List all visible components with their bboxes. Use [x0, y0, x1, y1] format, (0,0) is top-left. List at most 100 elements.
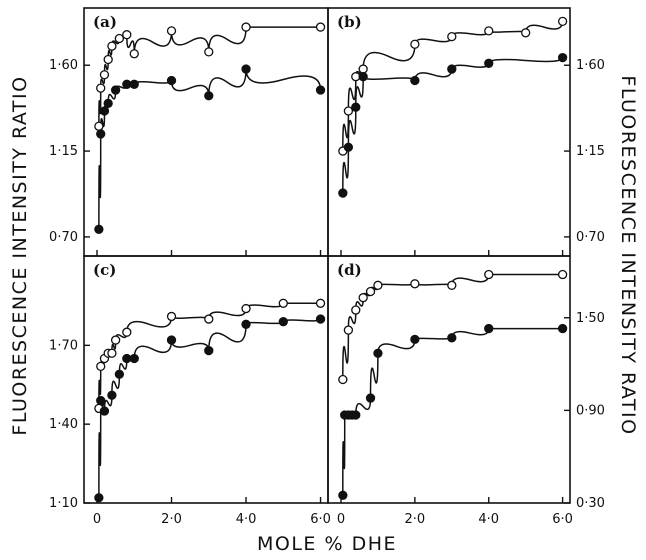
- data-point-open: [338, 374, 348, 385]
- data-point-filled: [358, 72, 368, 82]
- data-point-filled: [557, 52, 568, 63]
- data-point-filled: [129, 353, 139, 364]
- panel-c: (c) 1·10 1·40 1·70: [49, 255, 329, 511]
- data-point-filled: [241, 319, 251, 329]
- data-point-open: [204, 47, 214, 57]
- data-point-open: [96, 361, 106, 372]
- x-tick-label: 6·0: [310, 512, 331, 527]
- data-point-open: [99, 70, 110, 80]
- x-tick-label: 4·0: [236, 512, 257, 527]
- data-point-open: [94, 121, 104, 131]
- series-curve-filled: [98, 318, 322, 498]
- data-point-filled: [410, 75, 420, 86]
- y-tick-label: 0·30: [576, 496, 605, 511]
- y-tick-label: 1·15: [576, 144, 605, 159]
- panel-label: (a): [93, 13, 117, 31]
- series-curve-open: [98, 26, 322, 127]
- panel-frame: [83, 255, 329, 504]
- data-point-open: [122, 30, 132, 40]
- panel-frame: [327, 7, 571, 257]
- x-tick-label: 2·0: [161, 512, 182, 527]
- data-point-open: [351, 305, 361, 315]
- x-tick-label: 2·0: [405, 512, 426, 527]
- data-point-filled: [122, 79, 132, 89]
- data-point-open: [484, 269, 494, 280]
- data-point-filled: [204, 91, 214, 101]
- data-point-open: [410, 39, 420, 49]
- data-point-filled: [241, 64, 251, 74]
- y-axis-title-right: FLUORESCENCE INTENSITY RATIO: [617, 75, 639, 435]
- data-point-open: [343, 106, 354, 116]
- data-point-open: [447, 31, 457, 42]
- y-tick-label: 1·10: [49, 496, 78, 511]
- data-point-filled: [447, 333, 457, 343]
- data-point-open: [122, 327, 132, 337]
- series-curve-filled: [342, 57, 564, 194]
- panel-frame: [327, 255, 571, 504]
- data-point-filled: [343, 142, 354, 152]
- x-tick-label: 0: [337, 512, 345, 527]
- data-point-open: [103, 54, 113, 65]
- data-point-filled: [484, 58, 494, 68]
- data-point-filled: [351, 410, 361, 420]
- y-tick-label: 0·90: [576, 403, 605, 418]
- data-point-filled: [278, 317, 288, 327]
- data-point-open: [521, 28, 531, 38]
- x-tick-label: 4·0: [478, 512, 499, 527]
- data-point-open: [410, 279, 420, 289]
- data-point-filled: [373, 348, 383, 358]
- data-point-open: [114, 33, 125, 44]
- data-point-open: [315, 298, 326, 308]
- data-point-filled: [129, 79, 139, 89]
- panel-label: (c): [93, 261, 116, 279]
- data-point-filled: [365, 393, 376, 403]
- data-point-open: [557, 16, 568, 27]
- data-point-filled: [94, 493, 104, 503]
- data-point-open: [241, 303, 251, 314]
- data-point-open: [373, 280, 383, 290]
- panel-label: (d): [337, 261, 362, 279]
- data-point-filled: [338, 490, 348, 500]
- data-point-open: [358, 64, 368, 74]
- y-tick-label: 1·70: [49, 338, 78, 353]
- data-point-filled: [96, 395, 106, 406]
- data-point-open: [358, 293, 368, 303]
- data-point-open: [107, 348, 117, 358]
- y-tick-label: 1·50: [576, 311, 605, 326]
- data-point-open: [96, 83, 106, 93]
- data-point-filled: [107, 390, 117, 400]
- series-curve-open: [342, 273, 564, 380]
- data-point-open: [365, 286, 376, 297]
- data-point-open: [129, 49, 139, 59]
- panel-b: (b) 0·70 1·15 1·60: [327, 7, 605, 257]
- x-tick-label: 6·0: [552, 512, 573, 527]
- data-point-open: [278, 298, 288, 308]
- data-point-open: [166, 311, 177, 322]
- x-tick-label: 0: [93, 512, 101, 527]
- data-point-filled: [315, 85, 326, 95]
- data-point-open: [343, 325, 354, 335]
- data-point-filled: [166, 75, 177, 86]
- panel-frame: [83, 7, 329, 257]
- data-point-filled: [166, 335, 177, 345]
- data-point-filled: [96, 129, 106, 139]
- data-point-filled: [114, 369, 125, 379]
- data-point-filled: [204, 345, 214, 356]
- y-tick-label: 1·15: [49, 144, 78, 159]
- data-point-filled: [103, 98, 113, 109]
- data-point-filled: [557, 323, 568, 334]
- data-point-filled: [94, 224, 104, 234]
- y-tick-label: 1·60: [49, 58, 78, 73]
- data-point-filled: [122, 353, 132, 364]
- data-point-filled: [410, 334, 420, 345]
- panel-d: (d) 0·30 0·90 1·50: [327, 255, 605, 511]
- data-point-open: [241, 22, 251, 32]
- panel-a: (a) 0·70 1·15 1·60: [49, 7, 329, 257]
- data-point-filled: [338, 188, 348, 198]
- data-point-filled: [447, 64, 457, 74]
- data-point-filled: [99, 406, 110, 416]
- data-point-filled: [99, 106, 110, 116]
- x-axis-title: MOLE % DHE: [257, 533, 397, 555]
- data-point-open: [315, 22, 326, 32]
